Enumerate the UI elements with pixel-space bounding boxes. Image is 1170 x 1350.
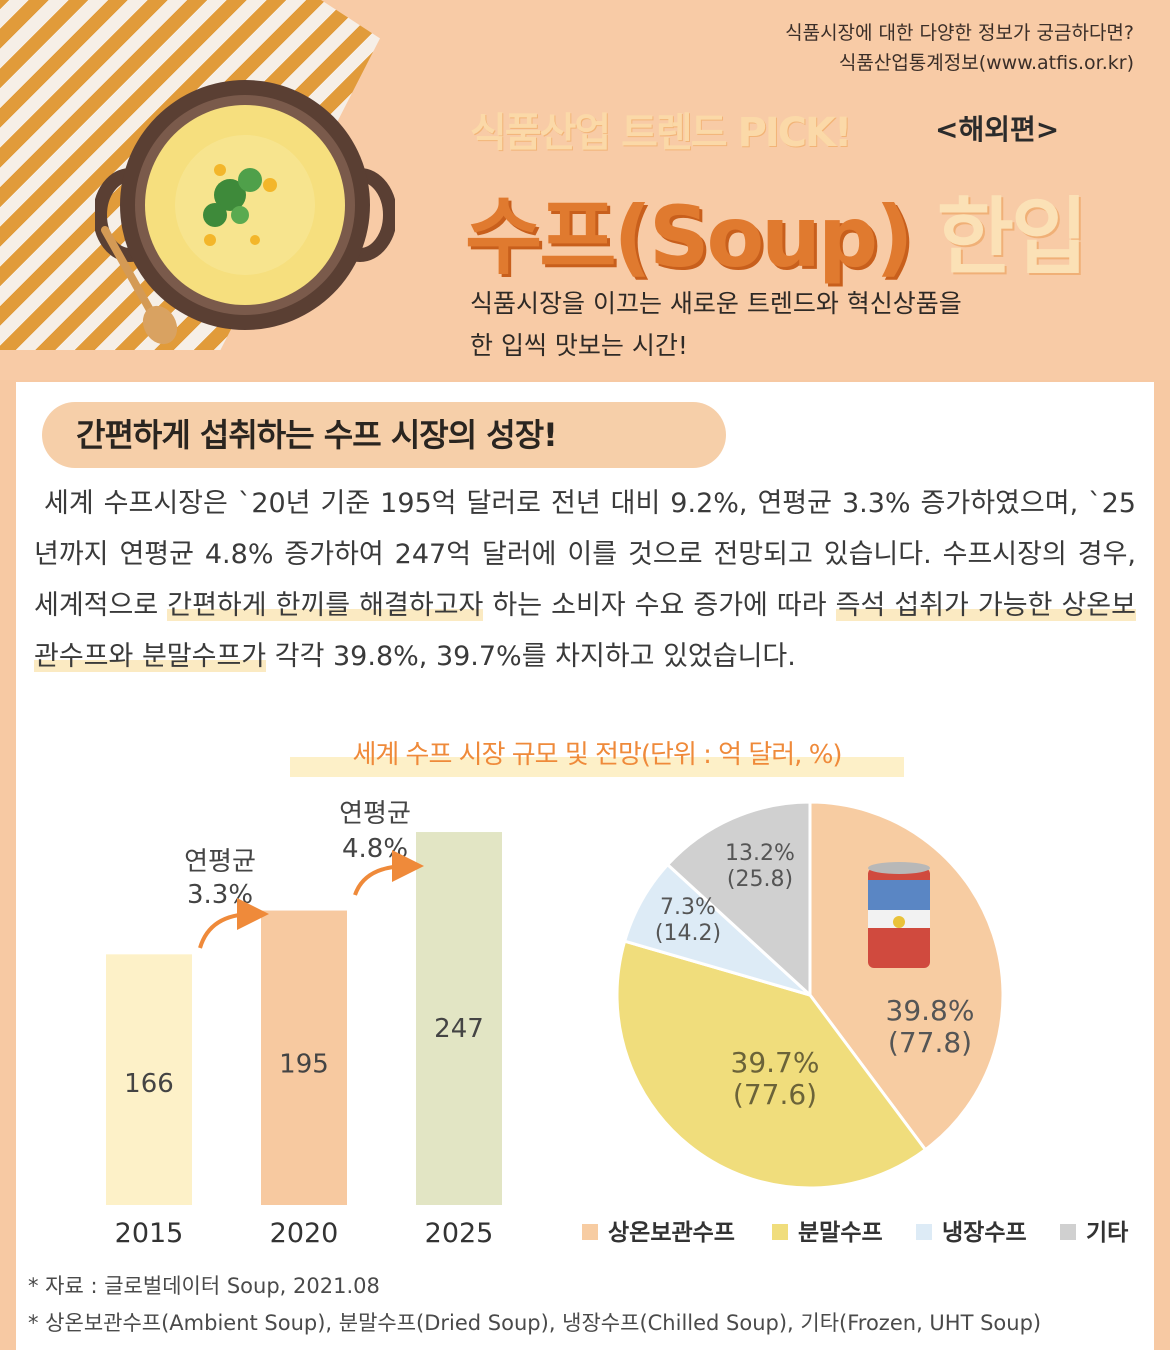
section-title: 간편하게 섭취하는 수프 시장의 성장! [42,402,726,468]
pie-amount-label: (14.2) [655,921,721,946]
legend-swatch [916,1224,932,1240]
pie-chart: 39.8%(77.8) 39.7%(77.6) 7.3%(14.2) 13.2%(25… [615,800,1005,1190]
bar-2025 [416,832,502,1205]
growth-arrow [198,898,269,949]
edition-label: <해외편> [935,113,1060,146]
wooden-spoon-icon [101,226,178,345]
legend-swatch [582,1224,598,1240]
cagr-annotation-label: 연평균 [184,847,256,877]
pie-pct-label: 7.3% [660,895,716,920]
bar-category-label: 2020 [270,1218,339,1249]
cagr-annotation-value: 4.8% [342,834,408,864]
body-paragraph: 세계 수프시장은 `20년 기준 195억 달러로 전년 대비 9.2%, 연평… [34,478,1136,682]
bar-category-label: 2025 [425,1218,494,1249]
legend-label: 냉장수프 [942,1220,1027,1246]
growth-arrow [353,850,424,896]
bar-category-label: 2015 [115,1218,184,1249]
page-title-main: 수프(Soup) [465,188,913,286]
pie-amount-label: (77.6) [733,1078,817,1111]
pie-slice-3 [665,800,812,999]
cagr-annotation-value: 3.3% [187,880,253,910]
footnotes: * 자료 : 글로벌데이터 Soup, 2021.08 * 상온보관수프(Amb… [28,1268,1041,1342]
subtitle-line-1: 식품시장을 이끄는 새로운 트렌드와 혁신상품을 [470,289,962,318]
bar-value-label: 247 [434,1014,484,1044]
legend-label: 기타 [1086,1220,1128,1246]
chart-title: 세계 수프 시장 규모 및 전망(단위 : 억 달러, %) [290,733,904,777]
bar-2015 [106,954,192,1205]
trend-pick-label: 식품산업 트렌드 PICK! [470,110,852,156]
para-highlight-1: 간편하게 한끼를 해결하고자 [167,590,484,621]
legend-label: 분말수프 [798,1220,883,1246]
legend-label: 상온보관수프 [608,1220,735,1246]
footnote-definitions: * 상온보관수프(Ambient Soup), 분말수프(Dried Soup)… [28,1311,1042,1335]
bar-value-label: 195 [279,1049,329,1079]
source-question: 식품시장에 대한 다양한 정보가 궁금하다면? [785,22,1134,44]
source-site: 식품산업통계정보(www.atfis.or.kr) [838,52,1134,74]
pie-pct-label: 39.8% [886,994,975,1027]
para-text-c: 각각 39.8%, 39.7%를 차지하고 있었습니다. [266,641,796,672]
pie-pct-label: 39.7% [731,1046,820,1079]
cagr-annotation-label: 연평균 [339,799,411,829]
legend-swatch [772,1224,788,1240]
page-title: 수프(Soup) 한입 [465,170,1089,291]
pie-amount-label: (77.8) [888,1026,972,1059]
bar-value-label: 166 [124,1069,174,1099]
page-title-bite: 한입 [936,188,1089,286]
footnote-source: * 자료 : 글로벌데이터 Soup, 2021.08 [28,1274,380,1298]
soup-can-icon [868,862,930,968]
bar-2020 [261,910,347,1205]
content-panel [16,382,1154,1350]
source-info: 식품시장에 대한 다양한 정보가 궁금하다면? 식품산업통계정보(www.atf… [785,18,1134,78]
pie-legend: 상온보관수프 분말수프 냉장수프 기타 [582,1220,1128,1246]
subtitle-line-2: 한 입씩 맛보는 시간! [470,331,688,360]
page-subtitle: 식품시장을 이끄는 새로운 트렌드와 혁신상품을 한 입씩 맛보는 시간! [470,283,962,367]
legend-swatch [1060,1224,1076,1240]
soup-bowl-icon [95,80,395,330]
pie-slice-0 [808,800,1005,1152]
pie-pct-label: 13.2% [725,841,795,866]
pie-slice-1 [615,939,928,1190]
header-banner: 식품시장에 대한 다양한 정보가 궁금하다면? 식품산업통계정보(www.atf… [0,0,1170,380]
para-text-b: 하는 소비자 수요 증가에 따라 [483,590,836,621]
para-text-a: 세계 수프시장은 `20년 기준 195억 달러로 전년 대비 9.2%, 연평… [34,488,1136,621]
pie-amount-label: (25.8) [727,867,793,892]
